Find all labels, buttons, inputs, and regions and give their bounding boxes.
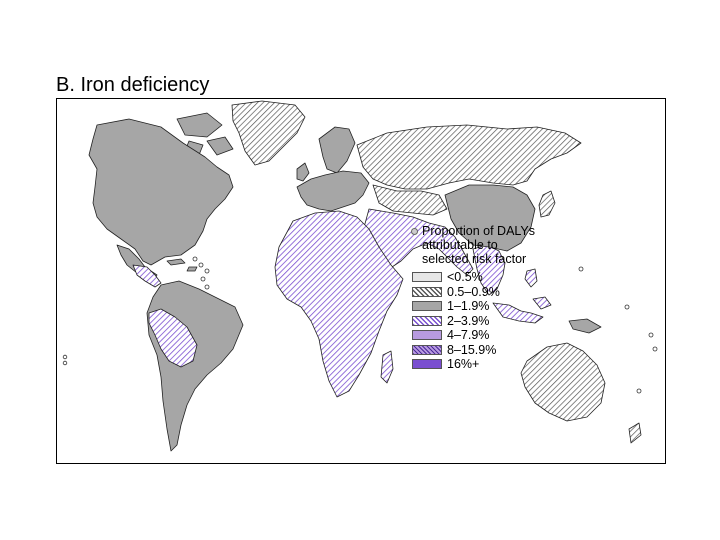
map-title: B. Iron deficiency [56, 74, 210, 96]
legend-title-line-1: Proportion of DALYs [422, 224, 536, 238]
central-asia [372, 184, 448, 216]
legend-item: 8–15.9% [412, 343, 602, 358]
legend-label: 1–1.9% [447, 299, 490, 314]
legend-swatch-8-15-9 [412, 344, 442, 355]
europe [296, 170, 370, 212]
legend-label: 4–7.9% [447, 328, 490, 343]
legend-item: 0.5–0.9% [412, 285, 602, 300]
legend-bullet-icon [411, 228, 418, 235]
greenland [231, 100, 306, 166]
map-frame [56, 98, 666, 464]
legend-swatch-lt-0-5 [412, 272, 442, 283]
madagascar [380, 350, 394, 384]
legend-label: 16%+ [447, 357, 480, 372]
legend-label: 0.5–0.9% [447, 284, 500, 299]
legend-label: <0.5% [447, 270, 483, 285]
south-america [146, 280, 244, 452]
legend-swatch-2-3-9 [412, 315, 442, 326]
world-map [62, 100, 658, 452]
legend-swatch-1-1-9 [412, 301, 442, 312]
legend-item: 1–1.9% [412, 299, 602, 314]
legend-swatch-0-5-0-9 [412, 286, 442, 297]
legend-item: 4–7.9% [412, 328, 602, 343]
legend-label: 8–15.9% [447, 342, 497, 357]
legend-title: Proportion of DALYs attributable to sele… [422, 224, 602, 266]
australia [520, 342, 606, 422]
central-america-south [132, 264, 162, 288]
new-zealand [628, 422, 642, 444]
philippines [524, 268, 538, 288]
legend-swatch-4-7-9 [412, 330, 442, 341]
japan [538, 190, 556, 218]
legend-item: 16%+ [412, 357, 602, 372]
legend-item: 2–3.9% [412, 314, 602, 329]
andes-region [148, 308, 198, 368]
legend-swatch-16-plus [412, 359, 442, 370]
legend-title-line-2: attributable to [422, 238, 498, 252]
legend-items: <0.5% 0.5–0.9% 1–1.9% 2–3.9% 4–7.9% 8–15… [412, 270, 602, 372]
indonesia [492, 296, 552, 324]
north-america [88, 118, 234, 266]
legend-item: <0.5% [412, 270, 602, 285]
scandinavia [318, 126, 356, 174]
caribbean [166, 258, 198, 272]
map-legend: Proportion of DALYs attributable to sele… [411, 224, 602, 372]
uk [296, 162, 310, 182]
new-guinea [568, 318, 602, 334]
legend-title-line-3: selected risk factor [422, 252, 527, 266]
russia [356, 124, 582, 190]
legend-label: 2–3.9% [447, 313, 490, 328]
china [444, 184, 536, 252]
africa [274, 210, 404, 398]
